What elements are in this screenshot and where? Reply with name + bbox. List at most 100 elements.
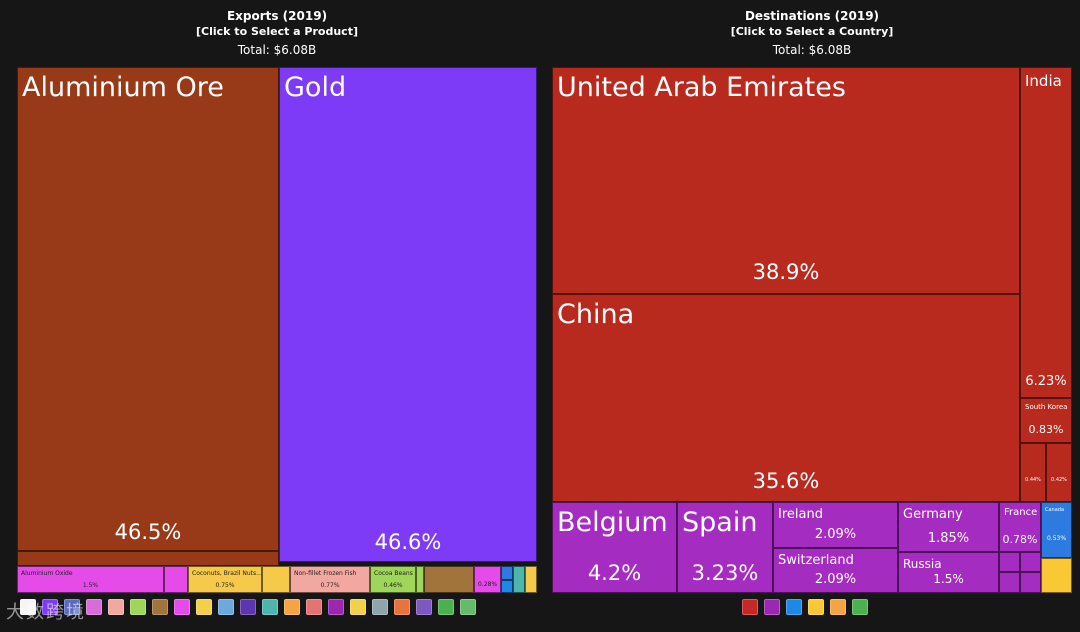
tile-label: Canada	[1045, 507, 1065, 513]
tile-misc-small[interactable]: 0.28%	[474, 566, 501, 593]
tile-label: Russia	[903, 557, 942, 571]
tile-share: 0.28%	[477, 581, 498, 588]
tile-france[interactable]: France 0.78%	[999, 502, 1041, 552]
exports-total: Total: $6.08B	[237, 43, 317, 57]
tile-label: Ireland	[778, 507, 823, 522]
tile-tiny-2[interactable]	[501, 580, 513, 593]
vegetable-products-icon[interactable]	[42, 599, 58, 615]
tile-label: Belgium	[557, 507, 668, 538]
tile-label: United Arab Emirates	[557, 72, 846, 103]
tile-frozen-fish[interactable]: Non-fillet Frozen Fish 0.77%	[290, 566, 370, 593]
chemical-products-icon[interactable]	[108, 599, 124, 615]
tile-share: 1.5%	[82, 582, 99, 589]
wood-products-icon[interactable]	[174, 599, 190, 615]
tile-europe-small-3[interactable]	[999, 572, 1020, 593]
tile-vegetables-small[interactable]	[262, 566, 290, 593]
tile-tiny-3[interactable]	[513, 566, 525, 593]
tile-foodstuff-small[interactable]	[416, 566, 424, 593]
tile-wood-small[interactable]	[424, 566, 474, 593]
tile-label: Non-fillet Frozen Fish	[294, 570, 357, 577]
tile-switzerland[interactable]: Switzerland 2.09%	[773, 548, 898, 593]
destinations-title: Destinations (2019)	[744, 9, 880, 23]
instruments-icon[interactable]	[372, 599, 388, 615]
tile-asia-small-1[interactable]: 0.44%	[1020, 443, 1046, 502]
watermark: 大数跨境	[6, 602, 86, 623]
tile-share: 0.46%	[383, 582, 403, 589]
plastics-rubbers-icon[interactable]	[130, 599, 146, 615]
tile-germany[interactable]: Germany 1.85%	[898, 502, 999, 552]
tile-label: Switzerland	[778, 553, 854, 568]
tile-share: 46.5%	[114, 520, 182, 544]
north-america-icon[interactable]	[786, 599, 802, 615]
machines-icon[interactable]	[328, 599, 344, 615]
paper-goods-icon[interactable]	[196, 599, 212, 615]
tile-share: 38.9%	[752, 260, 820, 284]
tile-cocoa-beans[interactable]: Cocoa Beans 0.46%	[370, 566, 416, 593]
tile-label: Aluminium Oxide	[21, 570, 73, 577]
tile-tiny-1[interactable]	[501, 566, 513, 580]
tile-asia-small-2[interactable]: 0.42%	[1046, 443, 1072, 502]
tile-minerals-small[interactable]	[164, 566, 188, 593]
tile-south-korea[interactable]: South Korea 0.83%	[1020, 398, 1072, 443]
tile-india[interactable]: India 6.23%	[1020, 67, 1072, 398]
mineral-products-icon[interactable]	[86, 599, 102, 615]
africa-icon[interactable]	[808, 599, 824, 615]
tile-canada[interactable]: Canada 0.53%	[1041, 502, 1072, 558]
textiles-icon[interactable]	[218, 599, 234, 615]
select-country-link[interactable]: [Click to Select a Country]	[730, 25, 894, 38]
exports-title: Exports (2019)	[226, 9, 328, 23]
precious-metals-icon[interactable]	[284, 599, 300, 615]
tile-share: 0.77%	[320, 582, 340, 589]
tile-share: 2.09%	[814, 572, 857, 587]
tile-tiny-4[interactable]	[525, 566, 537, 593]
tile-label: China	[557, 299, 635, 330]
tile-share: 0.44%	[1025, 477, 1041, 483]
europe-icon[interactable]	[764, 599, 780, 615]
tile-aluminium-ore[interactable]: Aluminium Ore 46.5%	[17, 67, 279, 551]
tile-share: 46.6%	[374, 530, 442, 554]
asia-icon[interactable]	[742, 599, 758, 615]
region-icons	[742, 599, 874, 615]
arts-antiques-icon[interactable]	[438, 599, 454, 615]
miscellaneous-icon[interactable]	[416, 599, 432, 615]
footwear-icon[interactable]	[240, 599, 256, 615]
tile-united-arab-emirates[interactable]: United Arab Emirates 38.9%	[552, 67, 1020, 294]
tile-aluminium-oxide[interactable]: Aluminium Oxide 1.5%	[17, 566, 164, 593]
tile-gold[interactable]: Gold 46.6%	[279, 67, 537, 562]
tile-label: Aluminium Ore	[22, 72, 224, 103]
metals-icon[interactable]	[306, 599, 322, 615]
oceania-icon[interactable]	[830, 599, 846, 615]
unknown-icon[interactable]	[460, 599, 476, 615]
tile-share: 0.78%	[1002, 533, 1038, 546]
south-america-icon[interactable]	[852, 599, 868, 615]
tile-label: France	[1004, 507, 1038, 518]
tile-share: 4.2%	[587, 561, 642, 585]
tile-share: 0.75%	[215, 582, 235, 589]
tile-belgium[interactable]: Belgium 4.2%	[552, 502, 677, 593]
select-product-link[interactable]: [Click to Select a Product]	[196, 25, 358, 38]
tile-ireland[interactable]: Ireland 2.09%	[773, 502, 898, 548]
tile-share: 6.23%	[1025, 374, 1067, 389]
animal-products-icon[interactable]	[20, 599, 36, 615]
weapons-icon[interactable]	[394, 599, 410, 615]
tile-europe-small-2[interactable]	[1020, 552, 1041, 572]
tile-africa-small[interactable]	[1041, 558, 1072, 593]
tile-russia[interactable]: Russia 1.5%	[898, 552, 999, 593]
foodstuffs-icon[interactable]	[64, 599, 80, 615]
destinations-header: Destinations (2019) [Click to Select a C…	[552, 8, 1072, 58]
tile-share: 2.09%	[814, 527, 857, 542]
tile-europe-small-1[interactable]	[999, 552, 1020, 572]
transportation-icon[interactable]	[350, 599, 366, 615]
tile-spain[interactable]: Spain 3.23%	[677, 502, 773, 593]
tile-label: Germany	[903, 507, 963, 522]
tile-coconuts[interactable]: Coconuts, Brazil Nuts... 0.75%	[188, 566, 262, 593]
stone-glass-icon[interactable]	[262, 599, 278, 615]
tile-label: Gold	[284, 72, 347, 103]
animal-hides-icon[interactable]	[152, 599, 168, 615]
tile-china[interactable]: China 35.6%	[552, 294, 1020, 502]
exports-header: Exports (2019) [Click to Select a Produc…	[17, 8, 537, 58]
tile-europe-small-4[interactable]	[1020, 572, 1041, 593]
tile-label: Cocoa Beans	[374, 570, 413, 577]
tile-label: India	[1025, 72, 1062, 90]
tile-ore-small[interactable]	[17, 551, 279, 566]
